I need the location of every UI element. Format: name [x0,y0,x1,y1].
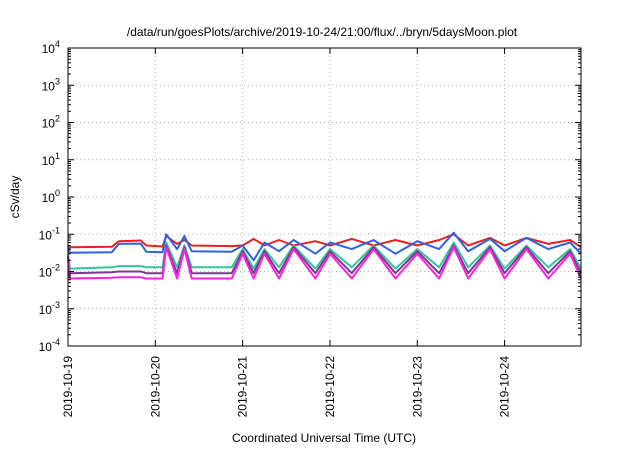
series-line [67,241,582,270]
y-tick-label: 100 [42,188,60,205]
x-tick-label: 2019-10-20 [148,356,162,418]
axes: 10-410-310-210-11001011021031042019-10-1… [39,39,581,417]
series-line [67,233,582,249]
y-tick-exponent: 1 [55,151,60,161]
y-tick-exponent: 3 [55,76,60,86]
y-tick-exponent: 4 [55,39,60,49]
y-tick-exponent: 2 [55,114,60,124]
y-tick-exponent: -1 [52,225,60,235]
series-line [67,244,582,275]
series-line [67,231,582,262]
series-line [67,246,582,280]
x-tick-label: 2019-10-23 [410,356,424,418]
series-group [67,231,582,280]
x-axis-label: Coordinated Universal Time (UTC) [232,431,416,445]
x-tick-label: 2019-10-22 [323,356,337,418]
y-tick-exponent: -2 [52,263,60,273]
y-tick-label: 10-4 [39,337,60,354]
y-tick-label: 101 [42,151,60,168]
y-tick-label: 102 [42,114,60,131]
chart-title: /data/run/goesPlots/archive/2019-10-24/2… [127,25,518,39]
y-tick-label: 10-3 [39,300,60,317]
grid [68,48,581,346]
y-tick-exponent: -4 [52,337,60,347]
y-tick-exponent: -3 [52,300,60,310]
y-tick-label: 104 [42,39,60,56]
y-tick-label: 10-2 [39,263,60,280]
x-tick-label: 2019-10-24 [498,356,512,418]
y-axis-label: cSv/day [8,176,22,219]
x-tick-label: 2019-10-19 [61,356,75,418]
x-tick-label: 2019-10-21 [236,356,250,418]
y-tick-label: 103 [42,76,60,93]
y-tick-label: 10-1 [39,225,60,242]
y-tick-exponent: 0 [55,188,60,198]
